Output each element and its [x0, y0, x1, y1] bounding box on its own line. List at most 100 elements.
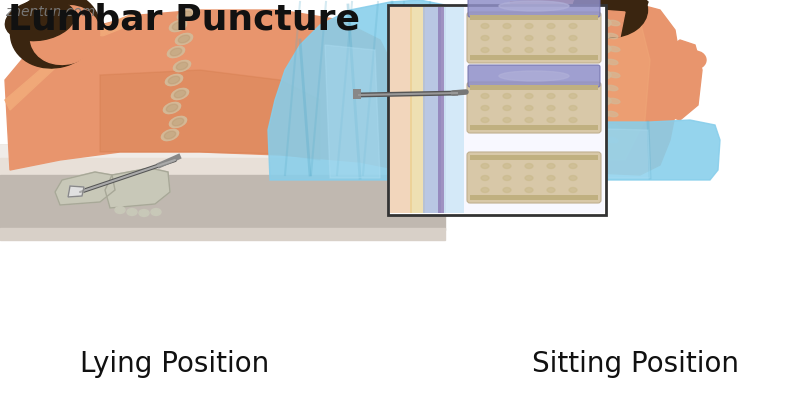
Polygon shape — [325, 45, 380, 178]
Ellipse shape — [481, 24, 489, 28]
Ellipse shape — [606, 33, 618, 39]
Ellipse shape — [503, 118, 511, 122]
Ellipse shape — [180, 11, 192, 19]
Ellipse shape — [525, 36, 533, 40]
Bar — [0, 145, 445, 160]
Polygon shape — [480, 84, 540, 112]
Ellipse shape — [503, 48, 511, 52]
Ellipse shape — [569, 188, 577, 192]
Ellipse shape — [481, 36, 489, 40]
FancyBboxPatch shape — [467, 82, 601, 133]
Bar — [390, 7, 412, 213]
Bar — [470, 85, 598, 90]
Ellipse shape — [593, 124, 607, 130]
Ellipse shape — [547, 36, 555, 40]
Ellipse shape — [127, 208, 137, 216]
Ellipse shape — [590, 85, 606, 91]
Ellipse shape — [178, 9, 194, 21]
Polygon shape — [268, 0, 445, 180]
Ellipse shape — [547, 176, 555, 180]
Ellipse shape — [606, 137, 618, 143]
Ellipse shape — [503, 188, 511, 192]
Ellipse shape — [503, 36, 511, 40]
Bar — [470, 15, 598, 20]
Polygon shape — [5, 12, 140, 110]
Ellipse shape — [139, 210, 149, 216]
Ellipse shape — [578, 111, 590, 117]
Text: Lying Position: Lying Position — [80, 350, 270, 378]
Bar — [470, 55, 598, 60]
Ellipse shape — [547, 106, 555, 110]
Ellipse shape — [587, 135, 609, 145]
Ellipse shape — [174, 90, 186, 98]
Ellipse shape — [608, 124, 620, 130]
Ellipse shape — [606, 85, 618, 91]
Ellipse shape — [525, 176, 533, 180]
Polygon shape — [502, 120, 720, 180]
Text: Lumbar Puncture: Lumbar Puncture — [8, 2, 360, 36]
Ellipse shape — [151, 208, 161, 216]
Ellipse shape — [503, 24, 511, 28]
Ellipse shape — [580, 46, 592, 52]
Ellipse shape — [162, 129, 178, 141]
Ellipse shape — [573, 0, 647, 38]
Ellipse shape — [578, 137, 590, 143]
Ellipse shape — [593, 98, 607, 104]
Ellipse shape — [587, 57, 609, 67]
Polygon shape — [472, 100, 545, 138]
Ellipse shape — [569, 24, 577, 28]
Ellipse shape — [525, 164, 533, 168]
Ellipse shape — [176, 62, 188, 70]
Ellipse shape — [590, 137, 606, 143]
Ellipse shape — [547, 118, 555, 122]
Ellipse shape — [170, 116, 186, 128]
Ellipse shape — [587, 31, 609, 41]
Ellipse shape — [590, 33, 606, 39]
Ellipse shape — [503, 94, 511, 98]
Polygon shape — [575, 0, 648, 10]
Ellipse shape — [580, 98, 592, 104]
Ellipse shape — [499, 71, 569, 81]
Ellipse shape — [547, 94, 555, 98]
Polygon shape — [0, 145, 445, 180]
Text: zhentun.com: zhentun.com — [5, 5, 95, 19]
Ellipse shape — [606, 111, 618, 117]
Ellipse shape — [164, 131, 176, 139]
Ellipse shape — [589, 44, 611, 54]
FancyBboxPatch shape — [468, 65, 600, 87]
Bar — [470, 155, 598, 160]
Ellipse shape — [608, 46, 620, 52]
Ellipse shape — [590, 59, 606, 65]
Ellipse shape — [606, 59, 618, 65]
Polygon shape — [510, 0, 680, 175]
Ellipse shape — [175, 33, 193, 45]
Ellipse shape — [569, 176, 577, 180]
Ellipse shape — [547, 48, 555, 52]
Ellipse shape — [590, 111, 606, 117]
Ellipse shape — [580, 20, 592, 26]
Ellipse shape — [547, 24, 555, 28]
Ellipse shape — [503, 164, 511, 168]
Ellipse shape — [163, 102, 181, 114]
Ellipse shape — [525, 106, 533, 110]
Ellipse shape — [587, 109, 609, 119]
Bar — [444, 7, 464, 213]
Ellipse shape — [593, 20, 607, 26]
Polygon shape — [105, 168, 170, 208]
Ellipse shape — [178, 35, 190, 43]
Ellipse shape — [525, 24, 533, 28]
Ellipse shape — [593, 46, 607, 52]
Ellipse shape — [578, 59, 590, 65]
Bar — [0, 158, 445, 170]
Ellipse shape — [6, 0, 74, 41]
Ellipse shape — [481, 164, 489, 168]
Bar — [353, 89, 361, 99]
Ellipse shape — [481, 176, 489, 180]
Ellipse shape — [608, 20, 620, 26]
Ellipse shape — [587, 83, 609, 93]
Polygon shape — [595, 10, 625, 37]
Ellipse shape — [115, 206, 125, 214]
Bar — [0, 175, 445, 230]
Ellipse shape — [593, 72, 607, 78]
Bar — [388, 5, 606, 215]
